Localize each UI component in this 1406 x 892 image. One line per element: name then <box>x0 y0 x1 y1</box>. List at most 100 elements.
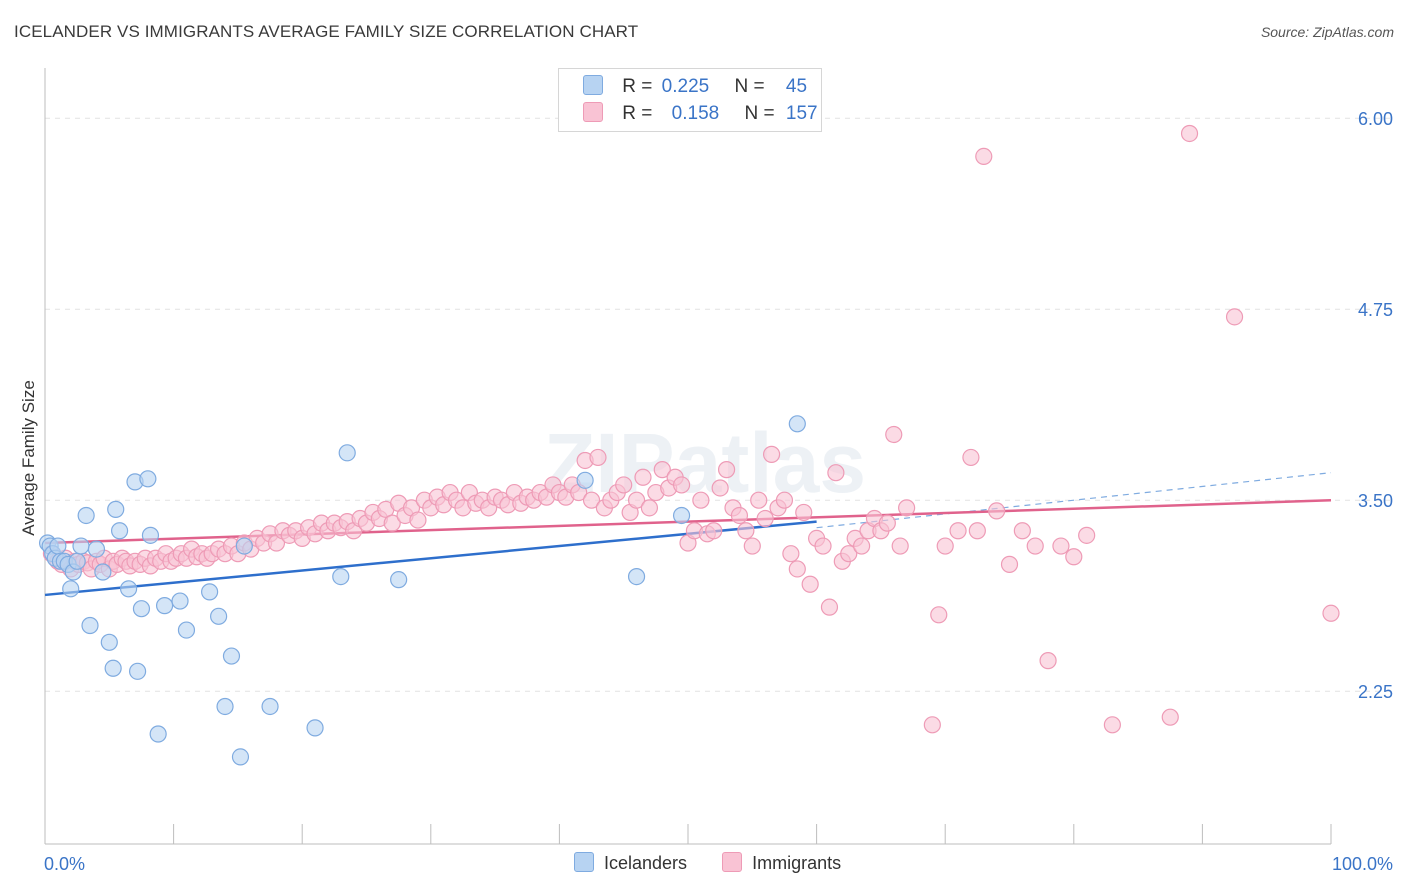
icelander-point <box>235 537 253 555</box>
immigrant-point <box>615 476 633 494</box>
data-points <box>38 124 1340 766</box>
icelander-point <box>672 506 691 525</box>
r-label: R = <box>622 103 653 124</box>
immigrant-point <box>801 575 819 593</box>
immigrant-point <box>853 537 871 555</box>
icelander-point <box>62 580 80 598</box>
icelander-point <box>132 600 151 618</box>
icelander-point <box>210 607 228 625</box>
immigrant-point <box>582 491 601 509</box>
n-label: N = <box>734 76 765 97</box>
r-value: 0.158 <box>671 103 720 124</box>
immigrant-point <box>814 537 832 555</box>
immigrant-point <box>827 464 845 482</box>
gridlines <box>45 117 1392 692</box>
icelander-point <box>177 621 196 639</box>
icelander-point <box>110 522 129 540</box>
y-tick-label: 6.00 <box>1358 109 1393 129</box>
immigrant-point <box>1000 555 1019 573</box>
immigrant-point <box>820 598 839 616</box>
icelander-point <box>306 719 324 737</box>
immigrant-point <box>962 448 980 467</box>
icelander-point <box>576 471 594 489</box>
immigrant-point <box>795 503 813 522</box>
icelander-point <box>222 647 241 665</box>
chart-title: ICELANDER VS IMMIGRANTS AVERAGE FAMILY S… <box>14 22 639 41</box>
stats-row-immigrants: R = 0.158 N = 157 <box>583 101 818 127</box>
immigrant-point <box>711 479 729 497</box>
immigrant-point <box>762 445 781 463</box>
immigrants-swatch <box>583 102 603 122</box>
immigrant-point <box>782 545 800 563</box>
y-tick-label: 2.25 <box>1358 682 1393 702</box>
immigrant-point <box>968 522 986 540</box>
legend-label: Immigrants <box>752 853 842 873</box>
immigrant-point <box>750 491 768 509</box>
icelander-point <box>627 567 646 586</box>
legend-item-immigrants: Immigrants <box>722 852 841 874</box>
icelander-point <box>107 500 125 518</box>
y-tick-label: 3.50 <box>1358 491 1393 511</box>
immigrant-point <box>589 448 607 467</box>
immigrant-point <box>653 461 671 479</box>
immigrant-point <box>1065 548 1083 566</box>
source-label: Source: ZipAtlas.com <box>1260 24 1394 40</box>
icelander-point <box>201 583 219 601</box>
immigrant-point <box>717 461 736 479</box>
icelander-point <box>68 552 86 570</box>
immigrant-point <box>898 499 916 517</box>
icelander-point <box>49 537 67 555</box>
icelander-point <box>104 659 122 677</box>
immigrant-point <box>930 606 948 624</box>
immigrant-point <box>730 506 749 525</box>
r-value: 0.225 <box>661 76 710 97</box>
immigrant-point <box>1078 526 1096 544</box>
immigrant-point <box>1161 708 1179 726</box>
icelander-point <box>390 571 408 589</box>
icelander-point <box>171 592 189 610</box>
icelander-point <box>261 697 279 716</box>
icelander-point <box>128 662 147 680</box>
icelander-point <box>141 526 160 544</box>
immigrant-point <box>1180 124 1199 143</box>
icelander-point <box>155 597 174 615</box>
immigrant-point <box>743 537 761 555</box>
immigrant-point <box>949 522 967 540</box>
immigrant-point <box>936 537 954 555</box>
legend-label: Icelanders <box>604 853 688 873</box>
icelander-point <box>332 567 350 586</box>
immigrant-point <box>737 522 755 540</box>
immigrant-point <box>878 514 896 532</box>
immigrant-point <box>1013 522 1031 540</box>
immigrant-point <box>788 560 806 578</box>
icelander-point <box>81 616 99 635</box>
immigrant-point <box>640 499 659 517</box>
icelander-point <box>216 697 234 716</box>
series-legend: Icelanders Immigrants <box>574 852 871 874</box>
icelander-point <box>77 506 95 525</box>
immigrant-point <box>988 502 1006 520</box>
x-tick-label: 0.0% <box>44 854 85 874</box>
x-tick-label: 100.0% <box>1332 854 1393 874</box>
icelander-point <box>119 580 138 598</box>
icelander-point <box>149 725 167 743</box>
immigrant-point <box>1225 308 1244 326</box>
n-label: N = <box>744 103 775 124</box>
immigrant-point <box>627 491 646 509</box>
trend-extension-dashed <box>816 472 1332 529</box>
immigrant-point <box>775 491 794 509</box>
immigrant-point <box>1322 604 1340 622</box>
immigrant-point <box>634 468 652 486</box>
icelanders-swatch <box>574 852 594 872</box>
n-value: 157 <box>785 103 818 124</box>
n-value: 45 <box>785 76 808 97</box>
stats-legend: R = 0.225 N = 45 R = 0.158 N = 157 <box>558 68 822 132</box>
icelander-point <box>94 563 112 581</box>
stats-row-icelanders: R = 0.225 N = 45 <box>583 74 807 100</box>
immigrant-point <box>1103 716 1121 734</box>
icelander-point <box>231 748 250 766</box>
tick-labels: 2.25 3.50 4.75 6.00 0.0% 100.0% Average Family… <box>19 109 1393 874</box>
immigrant-point <box>1052 537 1070 555</box>
immigrant-point <box>672 476 691 494</box>
